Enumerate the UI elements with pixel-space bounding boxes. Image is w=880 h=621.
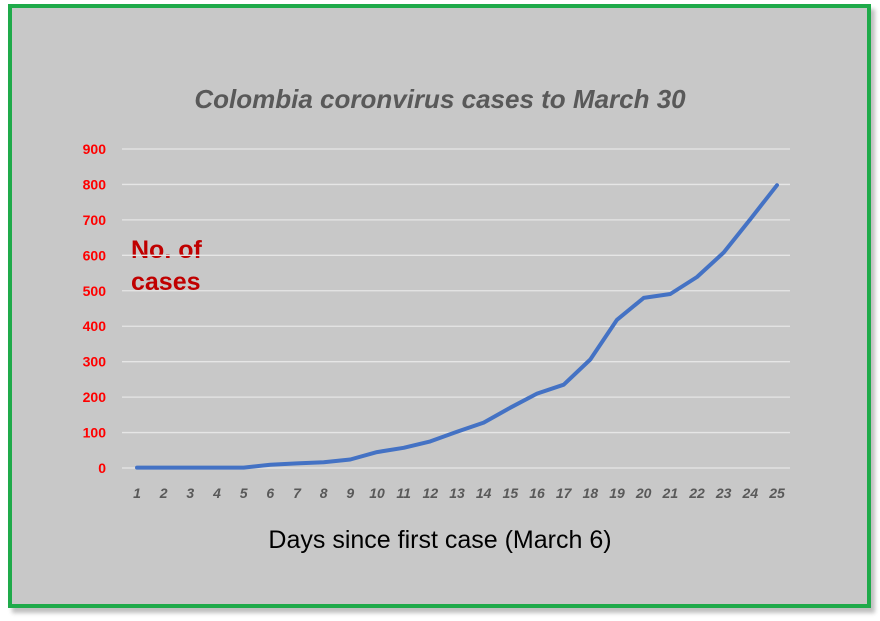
x-tick-label: 6: [266, 485, 274, 501]
x-tick-label: 16: [529, 485, 545, 501]
gridlines: [122, 148, 790, 469]
x-tick-label: 8: [320, 485, 328, 501]
x-tick-label: 20: [635, 485, 652, 501]
y-tick-label: 400: [83, 318, 107, 334]
x-tick-label: 13: [449, 485, 465, 501]
y-tick-label: 800: [83, 176, 107, 192]
x-tick-label: 19: [609, 485, 625, 501]
x-tick-label: 24: [742, 485, 759, 501]
chart-title: Colombia coronvirus cases to March 30: [194, 84, 686, 114]
x-tick-label: 1: [133, 485, 141, 501]
x-tick-label: 7: [293, 485, 302, 501]
x-tick-label: 14: [476, 485, 492, 501]
y-tick-label: 900: [83, 141, 107, 157]
x-tick-label: 15: [503, 485, 519, 501]
y-tick-label: 100: [83, 425, 107, 441]
x-tick-label: 5: [240, 485, 248, 501]
x-tick-label: 21: [662, 485, 679, 501]
x-tick-label: 4: [212, 485, 221, 501]
y-tick-label: 600: [83, 247, 107, 263]
x-tick-label: 9: [346, 485, 354, 501]
y-tick-label: 0: [98, 460, 106, 476]
x-tick-label: 17: [556, 485, 573, 501]
x-tick-label: 12: [423, 485, 439, 501]
x-tick-label: 18: [583, 485, 599, 501]
x-tick-labels: 1 2 3 4 5 6 7 8 9 10 11 12 13 14 15 16 17 18 19 20 21 22 23 24 2…: [133, 485, 785, 501]
x-tick-label: 2: [159, 485, 168, 501]
y-tick-label: 500: [83, 283, 107, 299]
x-tick-label: 3: [186, 485, 194, 501]
x-tick-label: 22: [688, 485, 705, 501]
x-axis-label: Days since first case (March 6): [268, 526, 612, 554]
x-tick-label: 11: [396, 485, 411, 501]
y-tick-labels: 0 100 200 300 400 500 600 700 800 900: [83, 141, 107, 476]
y-tick-label: 200: [83, 389, 107, 405]
x-tick-label: 25: [768, 485, 785, 501]
y-tick-label: 700: [83, 212, 107, 228]
x-tick-label: 23: [715, 485, 732, 501]
chart-frame: [8, 4, 871, 608]
y-tick-label: 300: [83, 354, 107, 370]
series-layer: [135, 183, 779, 470]
x-tick-label: 10: [369, 485, 385, 501]
